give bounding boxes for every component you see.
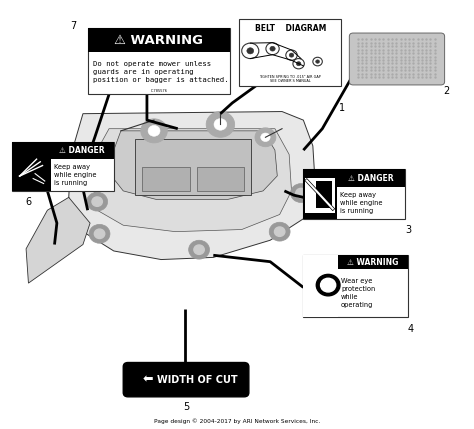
Bar	[51, 142, 114, 159]
Circle shape	[269, 222, 290, 241]
Circle shape	[247, 48, 254, 54]
Bar	[338, 255, 408, 269]
Text: ⬅: ⬅	[143, 373, 153, 386]
Polygon shape	[111, 131, 277, 199]
Bar	[239, 19, 341, 86]
Circle shape	[94, 229, 105, 239]
Text: Keep away
while engine
is running: Keep away while engine is running	[54, 164, 96, 186]
Circle shape	[316, 275, 340, 296]
Circle shape	[89, 224, 110, 243]
Text: Page design © 2004-2017 by ARI Network Services, Inc.: Page design © 2004-2017 by ARI Network S…	[154, 418, 320, 424]
Text: SEE OWNER'S MANUAL: SEE OWNER'S MANUAL	[270, 79, 310, 83]
Text: BELT    DIAGRAM: BELT DIAGRAM	[255, 24, 326, 33]
Circle shape	[214, 119, 227, 130]
Text: 3: 3	[405, 225, 411, 235]
Text: WIDTH OF CUT: WIDTH OF CUT	[157, 375, 238, 385]
Text: IC785576: IC785576	[150, 89, 167, 93]
Circle shape	[206, 112, 235, 137]
Bar	[135, 139, 251, 195]
Text: 1: 1	[339, 103, 345, 113]
Bar	[12, 142, 114, 191]
Circle shape	[320, 278, 336, 292]
Text: 6: 6	[26, 197, 31, 207]
Circle shape	[316, 60, 319, 63]
Bar	[337, 169, 405, 187]
Text: ⚠ DANGER: ⚠ DANGER	[59, 146, 105, 155]
Text: TIGHTEN SPRING TO .015" AIR GAP: TIGHTEN SPRING TO .015" AIR GAP	[259, 75, 321, 79]
FancyBboxPatch shape	[349, 33, 445, 85]
Polygon shape	[26, 197, 90, 283]
Bar	[303, 255, 338, 317]
Circle shape	[270, 46, 275, 51]
Bar	[303, 169, 337, 219]
Bar	[303, 169, 405, 219]
Bar	[142, 167, 190, 191]
Bar	[88, 28, 230, 52]
Text: Do not operate mower unless
guards are in operating
position or bagger is attach: Do not operate mower unless guards are i…	[93, 61, 229, 83]
Text: ⚠ WARNING: ⚠ WARNING	[347, 257, 398, 266]
Bar	[303, 255, 408, 317]
FancyBboxPatch shape	[123, 363, 249, 397]
Text: 4: 4	[408, 324, 414, 334]
Text: 2: 2	[443, 86, 449, 96]
Circle shape	[291, 184, 311, 202]
Circle shape	[255, 128, 276, 147]
Polygon shape	[92, 129, 292, 232]
Circle shape	[296, 62, 301, 66]
Text: Keep away
while engine
is running: Keep away while engine is running	[340, 192, 383, 214]
Circle shape	[194, 245, 204, 254]
Bar	[305, 178, 335, 213]
Circle shape	[92, 197, 102, 206]
Circle shape	[148, 125, 160, 136]
Bar	[12, 142, 51, 191]
Circle shape	[189, 240, 210, 259]
Circle shape	[261, 133, 270, 142]
Text: ⚠ DANGER: ⚠ DANGER	[348, 174, 394, 183]
Circle shape	[274, 227, 285, 236]
Text: 5: 5	[183, 402, 189, 412]
Circle shape	[87, 192, 108, 211]
Circle shape	[289, 53, 294, 57]
Text: Wear eye
protection
while
operating: Wear eye protection while operating	[341, 278, 375, 308]
Polygon shape	[69, 112, 315, 260]
Text: 7: 7	[70, 21, 77, 31]
Text: ⚠ WARNING: ⚠ WARNING	[114, 33, 203, 46]
Circle shape	[296, 188, 306, 198]
Bar	[197, 167, 244, 191]
Bar	[316, 181, 332, 208]
Bar	[88, 28, 230, 94]
Circle shape	[141, 119, 167, 143]
